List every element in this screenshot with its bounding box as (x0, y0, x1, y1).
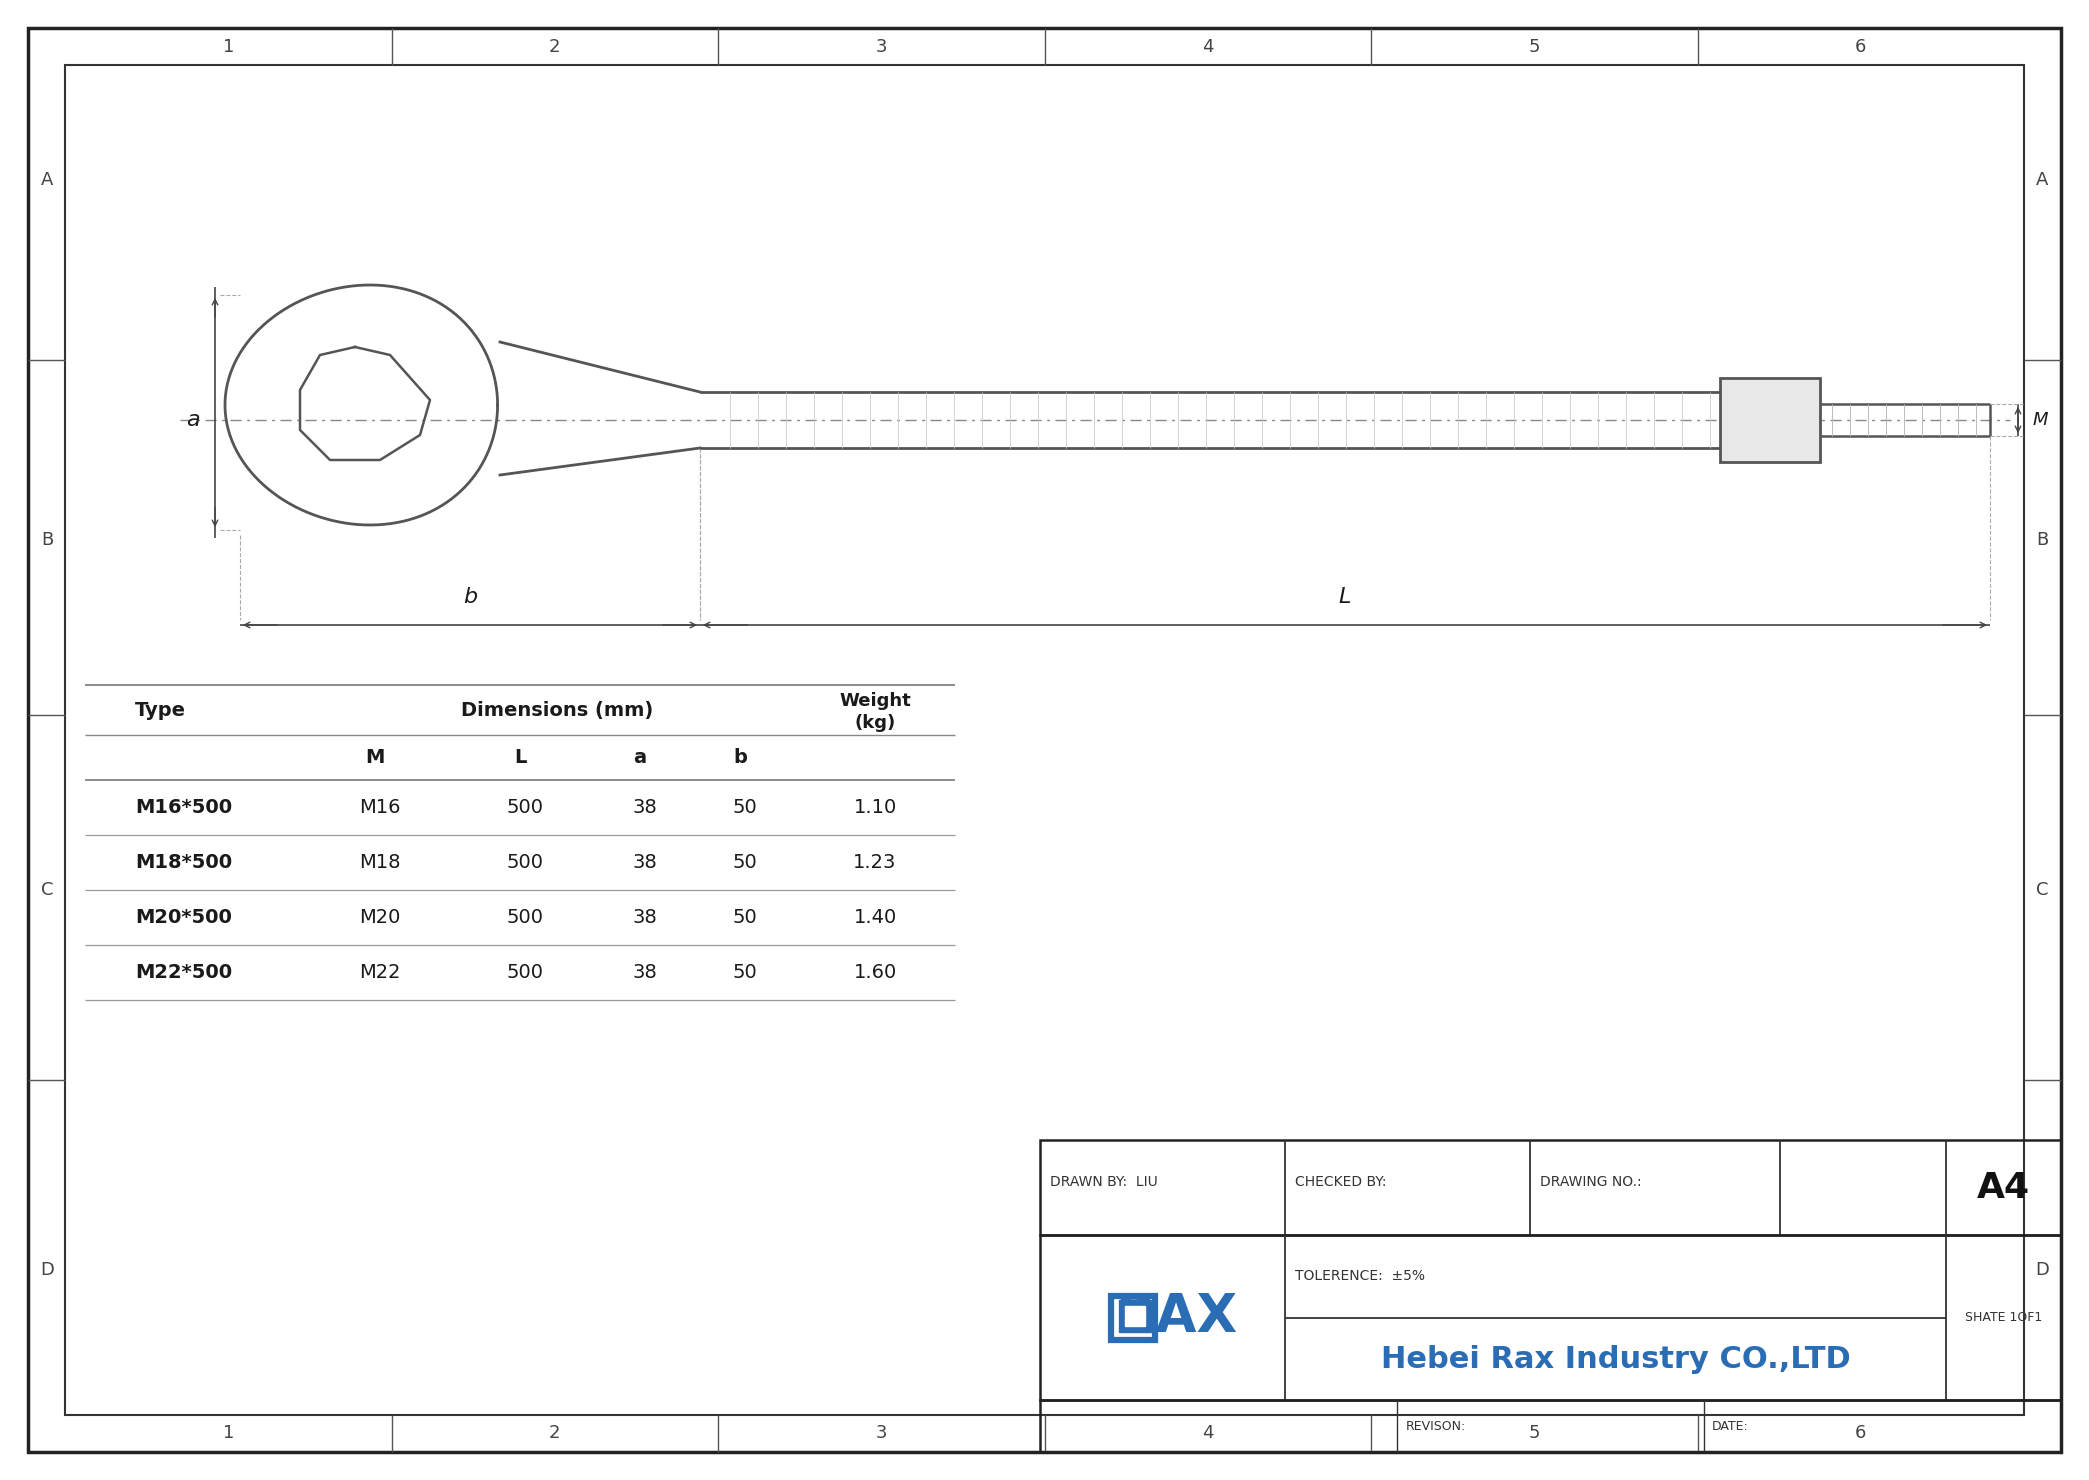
Text: 3: 3 (875, 38, 888, 56)
Text: M: M (2033, 411, 2047, 429)
Text: 6: 6 (1855, 38, 1865, 56)
Text: M: M (366, 747, 384, 767)
Text: DATE:: DATE: (1711, 1419, 1748, 1433)
Text: L: L (514, 747, 526, 767)
Text: D: D (2035, 1261, 2049, 1279)
Text: 5: 5 (1529, 38, 1540, 56)
Text: M22*500: M22*500 (136, 963, 232, 983)
Bar (1040, 1234, 2062, 1400)
Text: M22: M22 (359, 963, 401, 983)
Text: M20*500: M20*500 (136, 909, 232, 926)
Text: RAX: RAX (1116, 1292, 1237, 1344)
Text: REVISON:: REVISON: (1406, 1419, 1466, 1433)
Text: L: L (1339, 588, 1352, 607)
Text: A4: A4 (1976, 1171, 2031, 1205)
Text: M18*500: M18*500 (136, 852, 232, 872)
Text: a: a (186, 410, 201, 431)
Text: 500: 500 (506, 963, 543, 983)
Text: a: a (633, 747, 648, 767)
Text: M16: M16 (359, 798, 401, 817)
Text: 38: 38 (633, 909, 658, 926)
Text: A: A (42, 172, 52, 189)
Text: 4: 4 (1201, 38, 1214, 56)
Text: Hebei Rax Industry CO.,LTD: Hebei Rax Industry CO.,LTD (1381, 1344, 1851, 1373)
Text: 50: 50 (733, 909, 758, 926)
Text: C: C (2037, 881, 2047, 898)
Text: Type: Type (136, 700, 186, 719)
Text: B: B (42, 531, 52, 549)
Text: 38: 38 (633, 852, 658, 872)
Text: (kg): (kg) (854, 713, 896, 733)
Text: b: b (464, 588, 476, 607)
Text: DRAWN BY:  LIU: DRAWN BY: LIU (1051, 1175, 1157, 1190)
Text: 50: 50 (733, 852, 758, 872)
Bar (1040, 1140, 2062, 1234)
Text: CHECKED BY:: CHECKED BY: (1295, 1175, 1387, 1190)
Text: 1.60: 1.60 (854, 963, 896, 983)
Text: 500: 500 (506, 798, 543, 817)
Text: 4: 4 (1201, 1424, 1214, 1442)
Text: 1: 1 (224, 38, 234, 56)
Text: 1.40: 1.40 (854, 909, 896, 926)
Text: B: B (2037, 531, 2047, 549)
Text: M20: M20 (359, 909, 401, 926)
Text: 50: 50 (733, 798, 758, 817)
Bar (1118, 1299, 1151, 1332)
Text: Weight: Weight (840, 693, 911, 710)
Text: 38: 38 (633, 798, 658, 817)
Text: D: D (40, 1261, 54, 1279)
Text: 500: 500 (506, 909, 543, 926)
Bar (1719, 377, 1820, 462)
Text: 50: 50 (733, 963, 758, 983)
Text: Dimensions (mm): Dimensions (mm) (462, 700, 654, 719)
Text: 1.23: 1.23 (852, 852, 896, 872)
Text: TOLERENCE:  ±5%: TOLERENCE: ±5% (1295, 1270, 1425, 1283)
Text: 6: 6 (1855, 1424, 1865, 1442)
Text: M16*500: M16*500 (136, 798, 232, 817)
Text: 5: 5 (1529, 1424, 1540, 1442)
Text: 3: 3 (875, 1424, 888, 1442)
Text: 1.10: 1.10 (854, 798, 896, 817)
Text: DRAWING NO.:: DRAWING NO.: (1540, 1175, 1642, 1190)
Text: SHATE 1OF1: SHATE 1OF1 (1966, 1311, 2043, 1325)
Text: 2: 2 (549, 1424, 560, 1442)
Text: 2: 2 (549, 38, 560, 56)
Bar (1124, 1305, 1145, 1326)
Text: 38: 38 (633, 963, 658, 983)
Bar (1111, 1295, 1155, 1339)
Text: A: A (2037, 172, 2047, 189)
Bar (1040, 1400, 2062, 1452)
Text: M18: M18 (359, 852, 401, 872)
Text: 500: 500 (506, 852, 543, 872)
Text: C: C (42, 881, 52, 898)
Text: b: b (733, 747, 748, 767)
Text: 1: 1 (224, 1424, 234, 1442)
